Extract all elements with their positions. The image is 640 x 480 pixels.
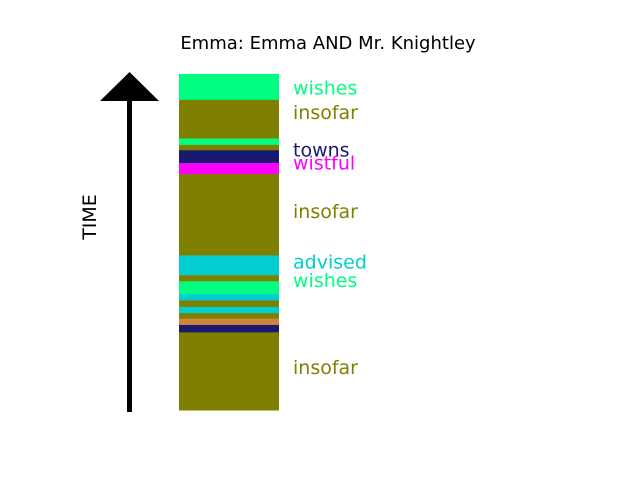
- time-axis-arrowhead: [100, 72, 159, 101]
- segment-advised: [179, 294, 279, 301]
- segment-insofar: [179, 275, 279, 282]
- label-wistful: wistful: [293, 153, 355, 175]
- segment-insofar: [179, 313, 279, 320]
- segment-bar: [179, 74, 279, 411]
- label-advised: advised: [293, 251, 367, 273]
- segment-insofar: [179, 300, 279, 308]
- segment-insofar: [179, 174, 279, 256]
- segment-towns: [179, 150, 279, 164]
- label-wishes: wishes: [293, 77, 357, 99]
- time-axis: [100, 72, 159, 412]
- label-wishes: wishes: [293, 270, 357, 292]
- label-insofar: insofar: [293, 201, 358, 223]
- label-insofar: insofar: [293, 357, 358, 379]
- time-axis-shaft: [127, 98, 132, 412]
- segment-advised: [179, 255, 279, 276]
- segment-wishes: [179, 281, 279, 295]
- segment-wishes: [179, 74, 279, 101]
- segment-insofar: [179, 332, 279, 411]
- segment-towns: [179, 324, 279, 333]
- segment-advised: [179, 306, 279, 314]
- segment-labels: wishesinsofartownswistfulinsofaradvisedw…: [293, 77, 367, 379]
- label-insofar: insofar: [293, 102, 358, 124]
- chart-title: Emma: Emma AND Mr. Knightley: [180, 33, 476, 54]
- segment-insofar: [179, 144, 279, 151]
- segment-wistful: [179, 163, 279, 175]
- segment-wishes: [179, 138, 279, 146]
- segment-other: [179, 318, 279, 326]
- label-towns: towns: [293, 139, 350, 161]
- y-axis-label: TIME: [79, 194, 101, 241]
- segment-insofar: [179, 99, 279, 140]
